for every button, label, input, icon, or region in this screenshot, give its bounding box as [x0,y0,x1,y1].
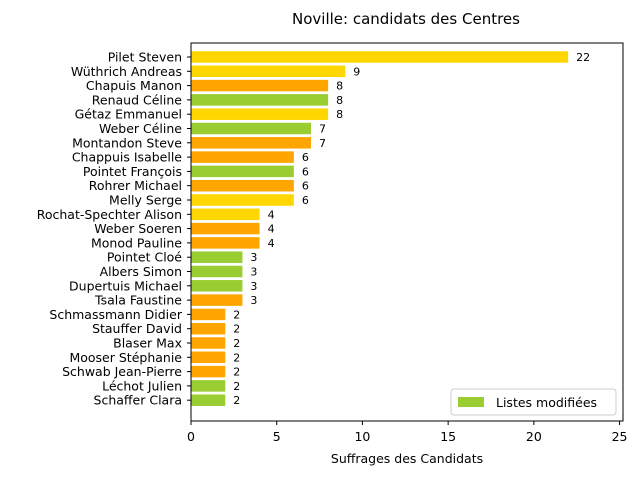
data-label: 4 [268,208,275,221]
data-label: 8 [336,80,343,93]
bar [191,322,226,335]
y-tick-label: Rohrer Michael [89,178,182,193]
y-tick-label: Schaffer Clara [94,393,182,408]
bar [191,208,260,221]
y-tick-label: Weber Soeren [94,221,182,236]
data-label: 4 [268,237,275,250]
bar [191,122,311,135]
bar [191,365,226,378]
x-tick-label: 5 [273,429,281,444]
data-label: 6 [302,180,309,193]
bar [191,151,294,163]
data-label: 2 [233,308,240,321]
data-label: 3 [250,266,257,279]
data-label: 2 [233,394,240,407]
data-label: 9 [353,65,360,78]
data-label: 8 [336,94,343,107]
data-label: 6 [302,194,309,207]
bar [191,94,329,106]
x-axis-label: Suffrages des Candidats [331,451,483,466]
bar [191,237,260,249]
bar [191,165,294,178]
bar [191,65,346,78]
data-label: 7 [319,123,326,136]
y-tick-label: Montandon Steve [72,135,182,150]
bar [191,337,226,349]
data-label: 6 [302,151,309,164]
data-label: 7 [319,137,326,150]
bar [191,179,294,192]
y-tick-label: Melly Serge [109,193,182,208]
x-axis-ticks: 0 5 10 15 20 25 [187,421,628,444]
y-tick-label: Renaud Céline [92,92,183,107]
bar [191,108,329,120]
x-tick-label: 15 [440,429,456,444]
bar [191,251,243,263]
y-tick-label: Pointet François [83,164,182,179]
bar [191,280,243,292]
data-label: 3 [250,251,257,264]
data-label: 22 [576,51,590,64]
y-tick-label: Chappuis Isabelle [72,150,182,165]
bar [191,194,294,206]
bar [191,79,329,92]
bar [191,308,226,321]
x-tick-label: 10 [354,429,370,444]
data-label: 2 [233,351,240,364]
bar [191,380,226,392]
bars-layer [191,51,569,406]
y-tick-label: Léchot Julien [102,378,182,393]
data-label: 8 [336,108,343,121]
bar [191,351,226,364]
y-tick-label: Pointet Cloé [107,250,182,265]
data-label: 2 [233,337,240,350]
y-tick-label: Monod Pauline [91,235,182,250]
y-tick-label: Chapuis Manon [86,78,182,93]
bar [191,394,226,406]
x-tick-label: 20 [526,429,542,444]
legend-label: Listes modifiées [496,395,597,410]
bar [191,137,311,149]
bar [191,294,243,306]
data-label: 2 [233,366,240,379]
legend-swatch [458,397,484,407]
x-tick-label: 0 [187,429,195,444]
y-tick-label: Wüthrich Andreas [71,64,182,79]
legend-box [450,388,617,416]
y-tick-label: Tsala Faustine [94,293,182,308]
data-label: 6 [302,165,309,178]
y-tick-label: Blaser Max [113,336,182,351]
bar [191,222,260,235]
data-label: 2 [233,323,240,336]
data-label: 4 [268,223,275,236]
y-tick-label: Weber Céline [99,121,182,136]
y-tick-label: Gétaz Emmanuel [75,107,182,122]
y-tick-label: Pilet Steven [108,50,182,65]
y-tick-label: Stauffer David [92,321,182,336]
axes-frame [190,42,624,422]
y-tick-label: Mooser Stéphanie [69,350,182,365]
y-tick-label: Rochat-Spechter Alison [37,207,182,222]
bar [191,265,243,278]
legend[interactable]: Listes modifiées [450,388,617,416]
bar [191,51,569,63]
y-tick-label: Dupertuis Michael [69,278,182,293]
x-tick-label: 25 [612,429,628,444]
data-label: 3 [250,280,257,293]
data-label: 2 [233,380,240,393]
chart-title: Noville: candidats des Centres [292,10,520,28]
y-tick-label: Schmassmann Didier [49,307,182,322]
y-tick-label: Albers Simon [100,264,182,279]
y-tick-label: Schwab Jean-Pierre [62,364,182,379]
data-label: 3 [250,294,257,307]
